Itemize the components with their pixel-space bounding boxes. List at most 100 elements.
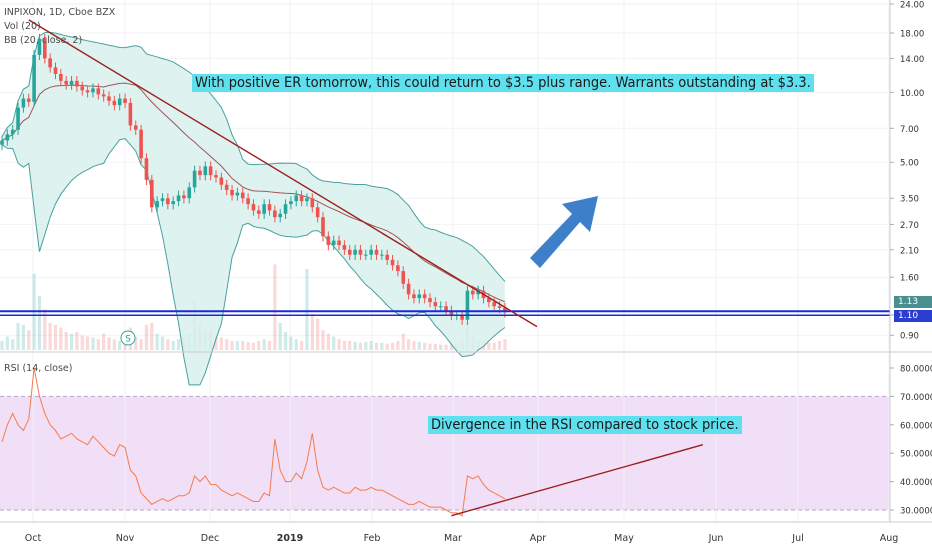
candle	[5, 134, 10, 141]
x-tick-label: Dec	[201, 533, 219, 544]
candle	[294, 195, 299, 202]
candle	[299, 195, 304, 202]
candle	[380, 254, 384, 256]
candle	[449, 310, 454, 315]
volume-bar	[107, 337, 111, 350]
bollinger-indicator-label: BB (20, close, 2)	[4, 35, 83, 46]
candle	[214, 175, 218, 178]
volume-bar	[278, 323, 282, 350]
volume-bar	[300, 341, 304, 350]
volume-bar	[0, 341, 4, 350]
volume-bar	[139, 339, 143, 350]
candle	[273, 210, 277, 218]
volume-bar	[21, 324, 25, 350]
price-trendline	[28, 19, 538, 328]
volume-bar	[289, 336, 293, 350]
volume-bar	[267, 341, 272, 350]
y-tick-label: 5.00	[900, 159, 919, 169]
candle	[150, 179, 154, 208]
candle	[155, 201, 159, 208]
y-tick-label: 24.00	[900, 1, 924, 11]
volume-bar	[503, 339, 507, 350]
candle	[224, 184, 229, 190]
volume-bar	[160, 336, 165, 350]
candle	[412, 294, 416, 299]
up-arrow	[530, 196, 598, 268]
x-tick-label: May	[614, 533, 634, 544]
volume-bar	[348, 341, 352, 350]
rsi-y-tick-label: 40.0000	[900, 478, 932, 488]
candle	[385, 254, 389, 260]
volume-bar	[262, 339, 266, 350]
volume-bar	[369, 341, 373, 350]
volume-bar	[235, 341, 239, 350]
volume-bar	[27, 330, 31, 350]
volume-bar	[487, 342, 491, 350]
rsi-annotation: Divergence in the RSI compared to stock …	[428, 416, 742, 434]
candle	[139, 129, 143, 159]
candle	[315, 207, 320, 218]
candle	[428, 298, 432, 303]
candle	[26, 98, 31, 102]
rsi-y-tick-label: 80.0000	[900, 365, 932, 375]
y-tick-label: 0.90	[900, 332, 919, 342]
volume-bar	[326, 333, 330, 350]
candle	[240, 192, 245, 199]
candle	[278, 213, 282, 218]
candle	[192, 170, 197, 188]
volume-bar	[37, 296, 42, 350]
candle	[59, 73, 63, 81]
candle	[16, 107, 20, 130]
candle	[133, 125, 138, 130]
candle	[364, 254, 368, 256]
volume-bar	[439, 344, 443, 350]
candle	[21, 98, 26, 108]
volume-marker-circle	[120, 330, 136, 346]
volume-bar	[118, 341, 122, 350]
candle	[257, 210, 261, 214]
volume-bar	[134, 336, 138, 350]
x-tick-label: Apr	[530, 533, 547, 544]
volume-bar	[353, 341, 357, 350]
candle	[48, 58, 52, 68]
volume-bar	[444, 344, 448, 350]
candle	[0, 140, 4, 145]
x-tick-label: Aug	[880, 533, 899, 544]
rsi-y-tick-label: 70.0000	[900, 393, 932, 403]
volume-bar	[5, 336, 9, 350]
candle	[310, 198, 315, 208]
y-tick-label: 10.00	[900, 89, 924, 99]
candle	[503, 307, 507, 313]
rsi-y-tick-label: 30.0000	[900, 507, 932, 517]
volume-bar	[433, 343, 437, 350]
candle	[187, 187, 192, 199]
volume-bar	[332, 336, 336, 350]
x-tick-label: 2019	[277, 533, 303, 544]
volume-bar	[337, 339, 341, 350]
candle	[112, 100, 117, 106]
candle	[43, 38, 47, 59]
x-tick-label: Oct	[25, 533, 42, 544]
candle	[401, 271, 406, 284]
volume-bar	[16, 323, 20, 350]
volume-bar	[407, 339, 411, 350]
candle	[347, 249, 352, 255]
candle	[465, 290, 470, 320]
candle	[32, 54, 36, 102]
volume-bar	[43, 309, 47, 350]
candle	[326, 236, 331, 246]
volume-bar	[305, 269, 309, 350]
volume-bar	[342, 341, 346, 350]
candle	[422, 294, 427, 299]
volume-bar	[396, 341, 400, 350]
volume-bar	[48, 323, 52, 350]
candle	[492, 302, 496, 307]
volume-bar	[321, 330, 325, 350]
volume-bar	[273, 264, 277, 350]
volume-bar	[497, 341, 502, 350]
candle	[203, 166, 208, 176]
candle	[471, 290, 475, 295]
candle	[91, 88, 95, 93]
y-tick-label: 7.00	[900, 125, 919, 135]
